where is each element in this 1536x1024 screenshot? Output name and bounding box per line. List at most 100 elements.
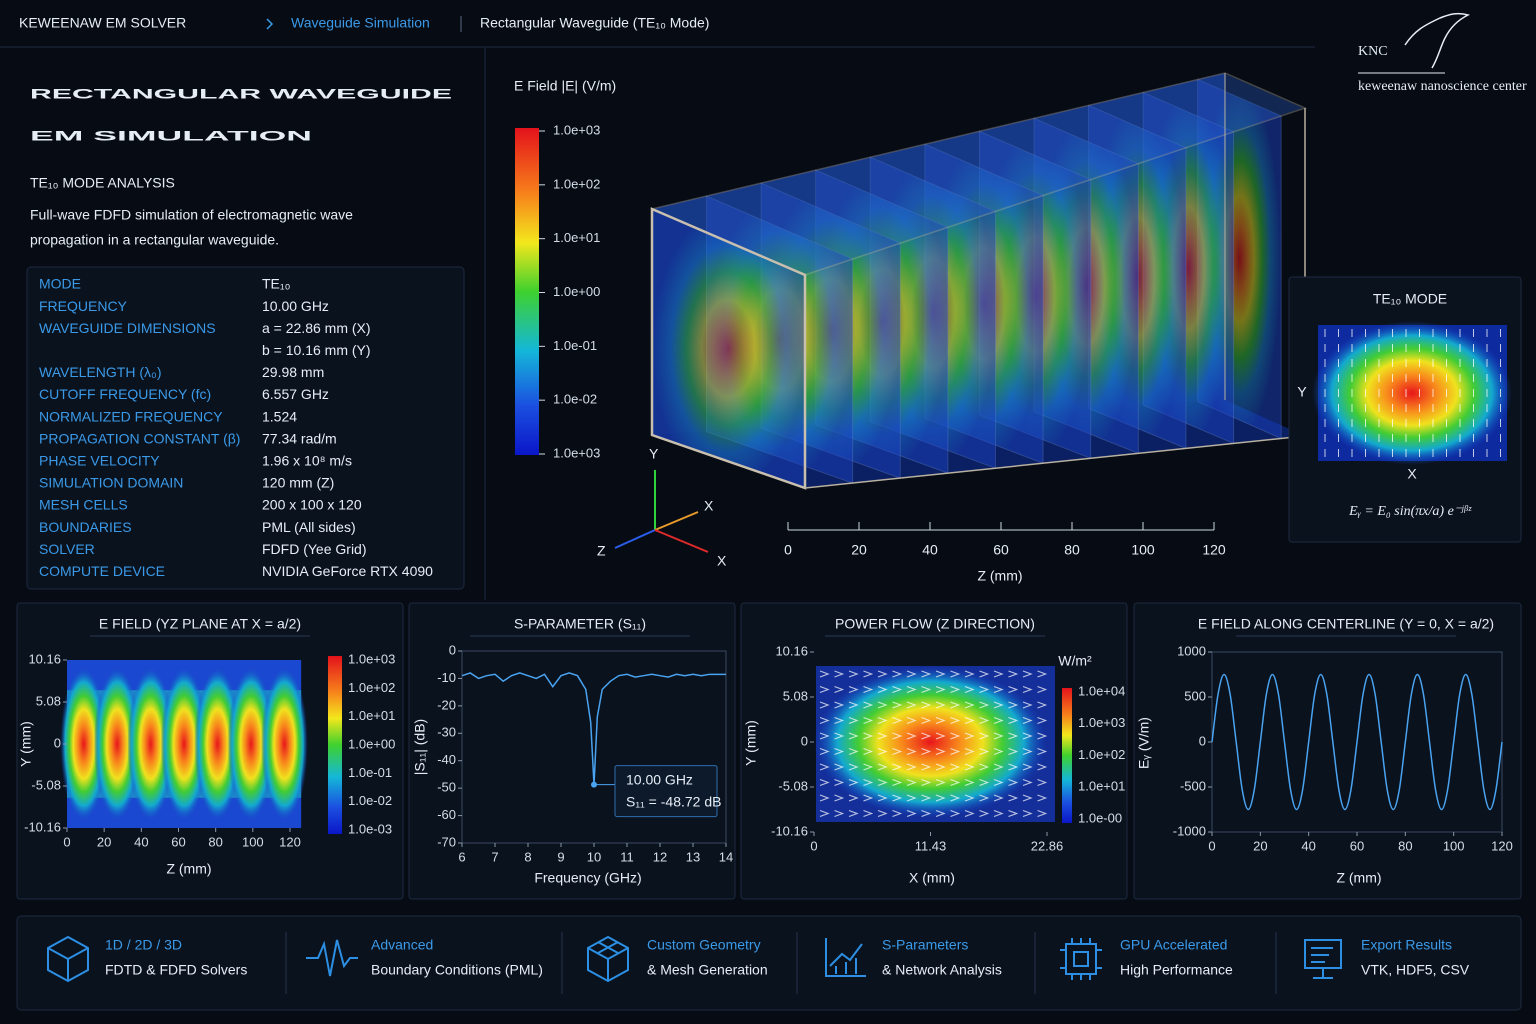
breadcrumb-link[interactable]: Waveguide Simulation — [291, 15, 430, 31]
field-lobe — [227, 666, 275, 822]
flow-vector — [1008, 670, 1019, 678]
axis-arrow — [614, 529, 656, 549]
x-tick-label: 100 — [242, 834, 264, 849]
axis-triad: Y X Z X — [597, 446, 727, 569]
flow-vector — [1037, 763, 1048, 771]
flow-vector — [964, 747, 975, 756]
x-tick-label: 100 — [1443, 838, 1465, 853]
flow-vector — [877, 732, 888, 740]
x-tick-label: 80 — [208, 834, 222, 849]
x-tick-label: 40 — [1301, 838, 1315, 853]
param-value: TE₁₀ — [262, 276, 291, 292]
flow-vector — [819, 716, 830, 725]
flow-vector — [979, 701, 990, 709]
y-axis-label: Eᵧ (V/m) — [1136, 717, 1152, 769]
field-lobe — [127, 666, 175, 822]
flow-vector — [964, 670, 975, 678]
annotation-text: S₁₁ = -48.72 dB — [626, 793, 721, 809]
x-tick-label: 120 — [279, 834, 301, 849]
flow-vector — [848, 716, 859, 725]
icon-cube — [47, 935, 89, 983]
flow-vector — [834, 685, 845, 694]
z-axis-tick-label: 0 — [784, 542, 792, 558]
y-tick-label: 1000 — [1177, 643, 1206, 658]
colorbar — [515, 128, 539, 455]
flow-vector — [906, 716, 917, 725]
colorbar-label: 1.0e+02 — [348, 680, 395, 695]
logo-mark: KNC — [1358, 44, 1388, 59]
flow-vector — [863, 778, 874, 787]
flow-vector — [1022, 747, 1033, 756]
param-label: SOLVER — [39, 541, 95, 557]
field-lobe — [93, 666, 141, 822]
flow-vector — [950, 809, 961, 818]
field-lobe — [261, 666, 308, 822]
feature-title: 1D / 2D / 3D — [105, 937, 182, 953]
feature-title: Advanced — [371, 937, 433, 953]
flow-vector — [1022, 685, 1033, 694]
charts: E FIELD (YZ PLANE AT X = a/2) Z (mm) Y (mm… — [18, 616, 1513, 886]
y-tick-label: 0 — [1199, 733, 1206, 748]
flow-vector — [863, 701, 874, 709]
flow-vector — [1008, 732, 1019, 740]
y-tick-label: -40 — [437, 752, 456, 767]
flow-vector — [906, 747, 917, 756]
flow-vector — [1037, 794, 1048, 802]
colorbar-label: 1.0e+01 — [553, 230, 600, 245]
y-tick-label: -70 — [437, 834, 456, 849]
flow-vector — [935, 747, 946, 756]
flow-vector — [892, 701, 903, 709]
x-axis-label: Z (mm) — [166, 861, 211, 877]
flow-vector — [906, 794, 917, 802]
title-line-accent: EM SIMULATION — [30, 128, 312, 144]
y-tick-label: 0 — [801, 733, 808, 748]
flow-vector — [906, 778, 917, 787]
flow-vector — [979, 747, 990, 756]
flow-vector — [848, 747, 859, 756]
flow-vector — [1022, 701, 1033, 709]
flow-vector — [819, 794, 830, 802]
flow-vector — [950, 763, 961, 771]
flow-vector — [921, 778, 932, 787]
flow-vector — [964, 794, 975, 802]
mode-field — [1312, 321, 1512, 465]
flow-vector — [863, 794, 874, 802]
flow-vector — [877, 701, 888, 709]
x-tick-label: 11.43 — [915, 838, 947, 853]
flow-vector — [1037, 701, 1048, 709]
icon-chip — [1060, 938, 1102, 980]
y-tick-label: -50 — [437, 780, 456, 795]
flow-vector — [877, 747, 888, 756]
flow-vector — [1022, 716, 1033, 725]
flow-vector — [993, 701, 1004, 709]
param-label: PHASE VELOCITY — [39, 453, 160, 469]
flow-vector — [921, 716, 932, 725]
x-tick-label: 14 — [719, 849, 733, 864]
colorbar-label: 1.0e+04 — [1078, 683, 1125, 698]
flow-vector — [863, 747, 874, 756]
mode-formula: Eᵧ = E₀ sin(πx/a) e⁻ʲᵝᶻ — [1348, 504, 1472, 519]
chart-panel — [1133, 602, 1522, 900]
flow-vector — [819, 747, 830, 756]
flow-vector — [892, 763, 903, 771]
flow-vector — [921, 732, 932, 740]
mode-title: TE₁₀ MODE — [1373, 291, 1447, 307]
power-lobe — [814, 666, 1047, 818]
flow-vector — [950, 747, 961, 756]
logo-name: keweenaw nanoscience center — [1358, 79, 1527, 94]
colorbar-label: 1.0e+01 — [348, 708, 395, 723]
x-tick-label: 8 — [524, 849, 531, 864]
param-label: COMPUTE DEVICE — [39, 563, 165, 579]
y-tick-label: -20 — [437, 697, 456, 712]
axis-label: X — [704, 498, 714, 514]
feature-bar — [16, 915, 1522, 1011]
flow-vector — [1022, 794, 1033, 802]
flow-vector — [950, 778, 961, 787]
app-name: KEWEENAW EM SOLVER — [19, 15, 186, 31]
line-series — [1211, 673, 1503, 811]
feature-title: S-Parameters — [882, 937, 968, 953]
flow-vector — [964, 716, 975, 725]
axis-label: X — [717, 553, 727, 569]
param-label: WAVELENGTH (λ₀) — [39, 364, 161, 380]
y-axis-label: |S₁₁| (dB) — [412, 719, 428, 775]
